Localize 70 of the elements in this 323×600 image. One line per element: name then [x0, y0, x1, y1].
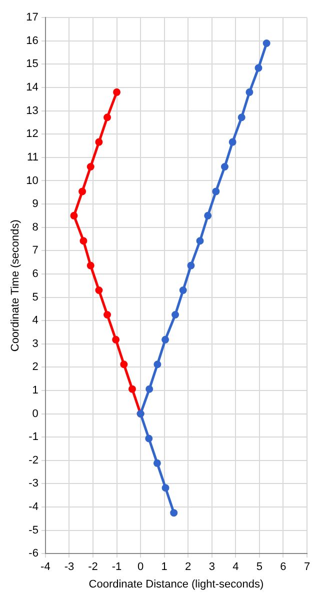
y-tick-label: 2 [32, 361, 38, 374]
point [78, 188, 86, 196]
point [262, 39, 270, 47]
point [80, 237, 88, 245]
point [172, 310, 180, 318]
x-tick-label: -2 [88, 561, 98, 574]
y-tick-label: 17 [26, 12, 38, 24]
y-tick-label: -4 [28, 501, 38, 514]
point [86, 262, 94, 270]
x-tick-label: 3 [208, 561, 215, 574]
x-tick-label: 7 [304, 561, 310, 574]
point [95, 138, 103, 146]
y-tick-label: 16 [26, 34, 38, 47]
x-tick-label: 4 [232, 561, 239, 574]
y-tick-label: 9 [32, 198, 38, 210]
x-tick-label: 2 [185, 561, 192, 574]
y-tick-label: 3 [32, 338, 38, 350]
point [128, 385, 136, 393]
point [120, 360, 128, 368]
y-tick-label: 1 [32, 384, 38, 396]
point [154, 360, 162, 368]
x-tick-label: -1 [112, 561, 122, 574]
point [220, 163, 228, 170]
point [196, 237, 204, 245]
point [86, 163, 94, 170]
x-tick-label: 1 [161, 561, 168, 574]
point [112, 336, 120, 344]
point [153, 459, 161, 467]
x-tick-label: 0 [137, 561, 144, 574]
y-tick-label: -1 [28, 431, 38, 444]
x-tick-label: -4 [40, 561, 50, 574]
x-tick-label: 5 [256, 561, 263, 574]
y-tick-label: 11 [27, 151, 38, 164]
y-tick-label: 15 [26, 58, 38, 70]
y-axis-title: Coordinate Time (seconds) [10, 220, 22, 352]
y-tick-label: 6 [32, 268, 38, 280]
y-tick-label: 10 [26, 174, 38, 187]
point [146, 385, 154, 393]
point [95, 286, 103, 294]
point [187, 262, 195, 270]
x-tick-label: -3 [64, 561, 74, 574]
y-tick-label: 8 [32, 221, 38, 234]
point [228, 138, 236, 146]
y-tick-label: -5 [28, 524, 38, 536]
x-tick-label: 6 [280, 561, 286, 574]
point [104, 114, 112, 122]
point [212, 188, 220, 196]
y-tick-label: 13 [26, 104, 38, 117]
point [70, 212, 78, 220]
x-axis-title: Coordinate Distance (light-seconds) [88, 578, 264, 590]
point [179, 286, 187, 294]
point [170, 509, 178, 517]
y-tick-label: -6 [28, 548, 38, 560]
point [238, 114, 246, 122]
y-tick-label: 4 [32, 314, 38, 327]
point [145, 434, 153, 442]
point [246, 88, 254, 96]
y-tick-label: 0 [32, 408, 38, 420]
point [162, 336, 170, 344]
point [162, 484, 170, 492]
point [254, 64, 262, 72]
point [104, 310, 112, 318]
y-tick-label: 7 [32, 244, 38, 257]
point [204, 212, 212, 220]
y-tick-label: -3 [28, 478, 38, 490]
y-tick-label: 14 [26, 82, 38, 94]
y-tick-label: 12 [26, 128, 38, 140]
point [113, 88, 121, 96]
y-tick-label: -2 [28, 454, 38, 466]
y-tick-label: 5 [32, 291, 38, 304]
